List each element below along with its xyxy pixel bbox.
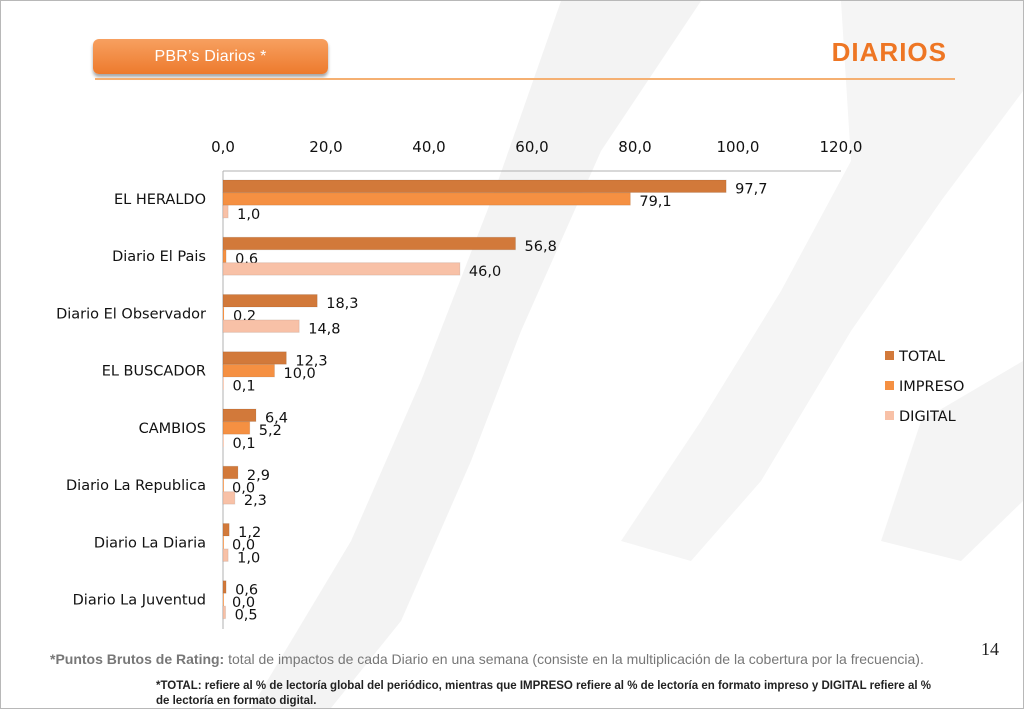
- data-label: 79,1: [639, 194, 671, 210]
- title-divider: [95, 78, 955, 80]
- section-label-button[interactable]: PBR’s Diarios *: [93, 39, 328, 74]
- bar-impreso: [222, 192, 631, 206]
- data-label: 0,6: [235, 582, 258, 598]
- bar-impreso: [223, 593, 224, 606]
- data-label: 1,0: [237, 550, 260, 566]
- page-title: DIARIOS: [831, 37, 947, 67]
- data-label: 10,0: [284, 366, 316, 382]
- bar-total: [222, 523, 230, 537]
- legend-label: DIGITAL: [899, 409, 956, 425]
- bar-impreso: [222, 363, 275, 378]
- bar-impreso: [223, 307, 225, 320]
- bar-impreso: [223, 536, 224, 549]
- data-label: 97,7: [735, 182, 767, 198]
- data-label: 1,0: [237, 207, 260, 223]
- data-label: 0,1: [233, 379, 256, 395]
- bar-total: [222, 236, 517, 251]
- page-number: 14: [981, 639, 999, 659]
- data-label: 2,3: [244, 493, 267, 509]
- category-label: Diario El Observador: [56, 306, 206, 322]
- bar-digital: [222, 262, 461, 276]
- bar-impreso: [222, 249, 227, 263]
- bar-total: [222, 408, 257, 422]
- bar-digital: [222, 204, 229, 219]
- bar-digital: [223, 434, 224, 447]
- data-label: 0,5: [235, 608, 258, 624]
- x-tick-label: 120,0: [820, 138, 863, 156]
- x-tick-label: 60,0: [515, 138, 548, 156]
- data-label: 5,2: [259, 423, 282, 439]
- bar-impreso: [222, 421, 251, 435]
- bar-impreso: [223, 478, 224, 492]
- data-label: 12,3: [295, 353, 327, 369]
- bar-total: [222, 294, 318, 308]
- bar-total: [222, 465, 239, 480]
- legend-swatch-digital: [885, 411, 894, 420]
- data-label: 14,8: [308, 321, 340, 337]
- category-label: Diario La Diaria: [94, 535, 206, 551]
- data-label: 0,0: [232, 595, 255, 611]
- data-label: 1,2: [238, 525, 261, 541]
- x-tick-label: 80,0: [618, 138, 651, 156]
- x-tick-label: 20,0: [309, 138, 342, 156]
- bar-total: [222, 580, 227, 594]
- category-label: CAMBIOS: [139, 421, 206, 437]
- data-label: 0,0: [232, 538, 255, 554]
- category-label: Diario La Juventud: [73, 593, 206, 609]
- total-footnote: *TOTAL: refiere al % de lectoría global …: [156, 680, 931, 707]
- rating-footnote: *Puntos Brutos de Rating: total de impac…: [50, 650, 970, 668]
- bar-digital: [223, 377, 224, 390]
- bar-digital: [222, 548, 229, 562]
- data-label: 2,9: [247, 468, 270, 484]
- data-label: 56,8: [525, 239, 557, 255]
- x-tick-label: 40,0: [412, 138, 445, 156]
- rating-footnote-term: *Puntos Brutos de Rating:: [50, 651, 225, 667]
- x-tick-label: 100,0: [717, 138, 760, 156]
- data-label: 6,4: [265, 411, 288, 427]
- category-label: EL BUSCADOR: [102, 364, 206, 380]
- category-label: Diario El Pais: [112, 249, 206, 265]
- legend-swatch-impreso: [885, 381, 894, 390]
- data-label: 0,0: [232, 480, 255, 496]
- rating-footnote-text: total de impactos de cada Diario en una …: [224, 651, 924, 667]
- x-tick-label: 0,0: [211, 138, 235, 156]
- data-label: 46,0: [469, 264, 501, 280]
- bar-digital: [222, 605, 227, 620]
- legend-swatch-total: [885, 351, 894, 360]
- category-label: EL HERALDO: [114, 192, 206, 208]
- bar-total: [222, 351, 287, 365]
- data-label: 18,3: [326, 296, 358, 312]
- bar-digital: [222, 491, 236, 505]
- legend-label: IMPRESO: [899, 379, 964, 395]
- bar-total: [222, 179, 727, 193]
- category-label: Diario La Republica: [66, 478, 206, 494]
- data-label: 0,1: [233, 436, 256, 452]
- bar-digital: [222, 319, 300, 333]
- legend-label: TOTAL: [898, 349, 945, 365]
